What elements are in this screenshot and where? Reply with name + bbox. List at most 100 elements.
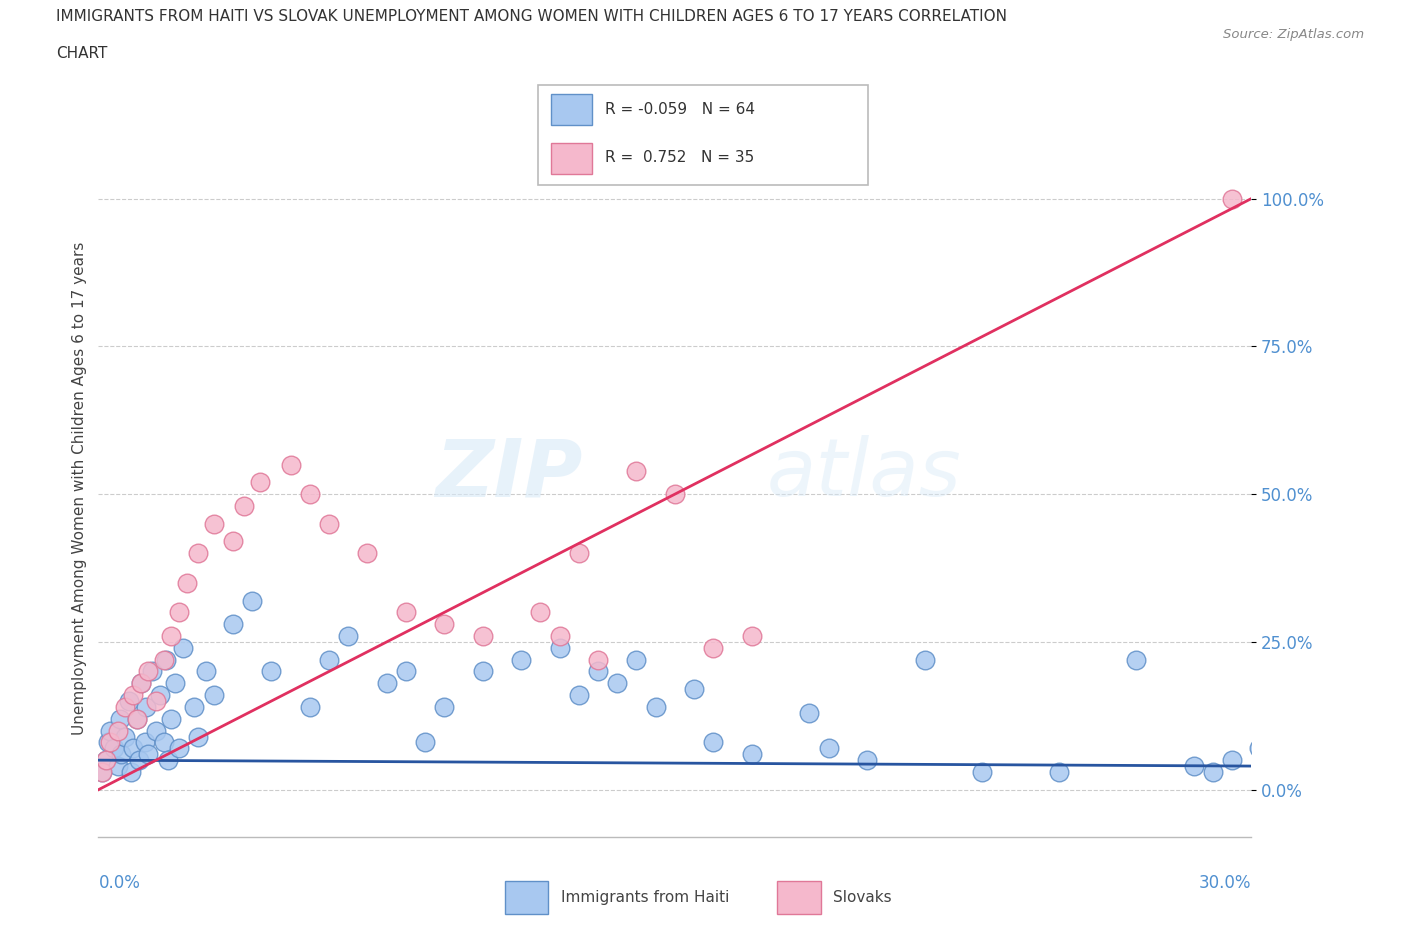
Text: Immigrants from Haiti: Immigrants from Haiti xyxy=(561,890,730,905)
Text: Slovaks: Slovaks xyxy=(832,890,891,905)
Point xyxy=(114,729,136,744)
Point xyxy=(606,676,628,691)
Point xyxy=(856,752,879,767)
Point xyxy=(134,735,156,750)
Point xyxy=(644,699,666,714)
Point xyxy=(222,617,245,631)
Point xyxy=(118,694,141,709)
Point xyxy=(741,747,763,762)
Point xyxy=(626,463,648,478)
Point xyxy=(176,576,198,591)
Point xyxy=(167,741,190,756)
Point xyxy=(202,687,225,702)
Point xyxy=(97,735,120,750)
Point xyxy=(433,699,456,714)
Point xyxy=(1125,652,1147,667)
FancyBboxPatch shape xyxy=(505,882,548,913)
Point xyxy=(138,664,160,679)
Point xyxy=(91,764,114,779)
Point xyxy=(138,747,160,762)
Point xyxy=(318,516,340,531)
Point xyxy=(510,652,533,667)
Point xyxy=(568,546,591,561)
Point xyxy=(122,741,145,756)
Point xyxy=(141,664,163,679)
Point xyxy=(1220,752,1243,767)
Point xyxy=(187,729,209,744)
Point xyxy=(702,735,724,750)
Point xyxy=(202,516,225,531)
Point xyxy=(128,752,150,767)
Y-axis label: Unemployment Among Women with Children Ages 6 to 17 years: Unemployment Among Women with Children A… xyxy=(72,242,87,735)
Point xyxy=(683,682,706,697)
Point xyxy=(664,486,686,501)
Point xyxy=(103,741,125,756)
Point xyxy=(741,629,763,644)
Point xyxy=(125,711,148,726)
Point xyxy=(152,735,174,750)
Point xyxy=(1202,764,1225,779)
Point xyxy=(172,641,194,656)
Text: ZIP: ZIP xyxy=(436,435,582,513)
Text: Source: ZipAtlas.com: Source: ZipAtlas.com xyxy=(1223,28,1364,41)
Point xyxy=(471,664,494,679)
Point xyxy=(195,664,218,679)
Point xyxy=(395,604,418,619)
FancyBboxPatch shape xyxy=(551,94,592,125)
Point xyxy=(586,652,609,667)
Point xyxy=(94,752,117,767)
Text: CHART: CHART xyxy=(56,46,108,61)
Point xyxy=(114,699,136,714)
Point xyxy=(1047,764,1070,779)
Point xyxy=(1247,741,1270,756)
FancyBboxPatch shape xyxy=(778,882,821,913)
Text: 0.0%: 0.0% xyxy=(98,874,141,892)
Point xyxy=(222,534,245,549)
Text: R =  0.752   N = 35: R = 0.752 N = 35 xyxy=(605,150,755,165)
Point xyxy=(98,724,121,738)
Point xyxy=(240,593,263,608)
Point xyxy=(280,458,302,472)
Point xyxy=(548,629,571,644)
Point xyxy=(1182,759,1205,774)
Point xyxy=(298,486,321,501)
Text: 30.0%: 30.0% xyxy=(1199,874,1251,892)
Point xyxy=(183,699,205,714)
Point xyxy=(125,711,148,726)
Text: atlas: atlas xyxy=(768,435,962,513)
Point xyxy=(586,664,609,679)
Point xyxy=(375,676,398,691)
Point xyxy=(395,664,418,679)
Point xyxy=(149,687,172,702)
Point xyxy=(120,764,142,779)
Point xyxy=(122,687,145,702)
Point xyxy=(529,604,551,619)
Point xyxy=(260,664,283,679)
Point xyxy=(165,676,187,691)
Point xyxy=(160,629,183,644)
Point xyxy=(356,546,378,561)
Point xyxy=(156,752,179,767)
Point xyxy=(98,735,121,750)
Point xyxy=(110,747,132,762)
FancyBboxPatch shape xyxy=(551,143,592,174)
Point xyxy=(318,652,340,667)
Point xyxy=(167,604,190,619)
Point xyxy=(91,764,114,779)
Point xyxy=(337,629,360,644)
Text: IMMIGRANTS FROM HAITI VS SLOVAK UNEMPLOYMENT AMONG WOMEN WITH CHILDREN AGES 6 TO: IMMIGRANTS FROM HAITI VS SLOVAK UNEMPLOY… xyxy=(56,9,1007,24)
Point xyxy=(135,699,157,714)
Point xyxy=(799,706,821,721)
FancyBboxPatch shape xyxy=(537,85,869,185)
Point xyxy=(129,676,152,691)
Point xyxy=(702,641,724,656)
Point xyxy=(107,759,129,774)
Point xyxy=(914,652,936,667)
Point xyxy=(160,711,183,726)
Point xyxy=(129,676,152,691)
Point xyxy=(1220,192,1243,206)
Point xyxy=(433,617,456,631)
Point xyxy=(249,475,271,490)
Point xyxy=(145,694,167,709)
Point xyxy=(548,641,571,656)
